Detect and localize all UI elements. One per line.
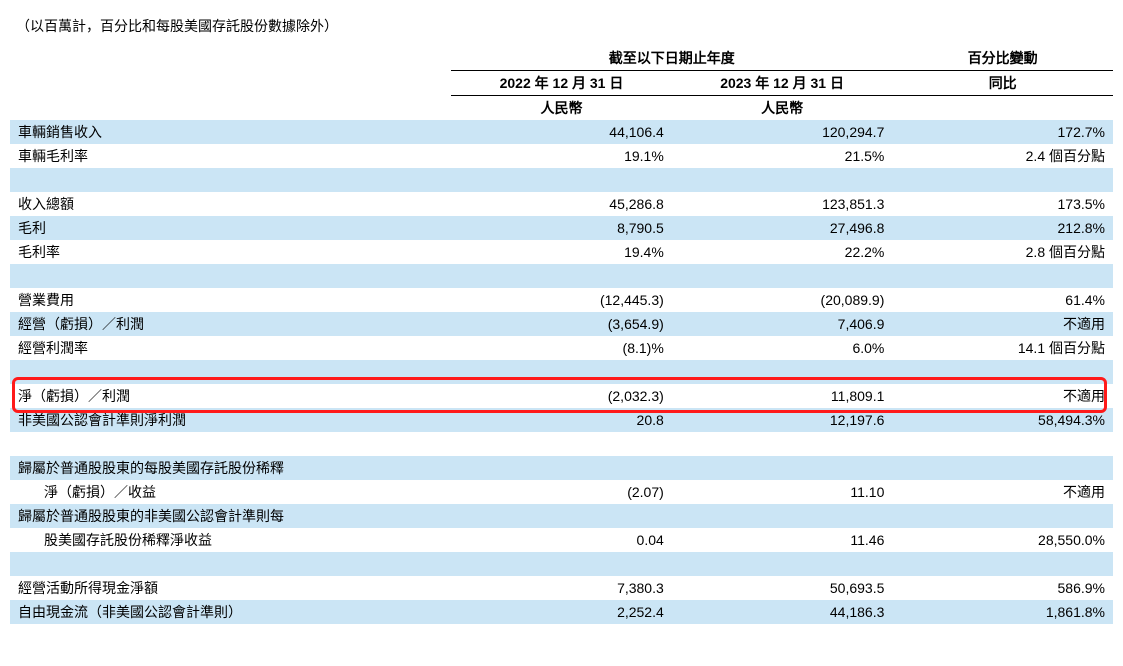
row-label: 淨（虧損）／收益 <box>10 480 451 504</box>
row-value: 14.1 個百分點 <box>892 336 1113 360</box>
period-header: 截至以下日期止年度 <box>451 46 892 71</box>
table-row: 淨（虧損）／收益 (2.07) 11.10 不適用 <box>10 480 1113 504</box>
row-value: 6.0% <box>672 336 893 360</box>
table-row: 車輛銷售收入 44,106.4 120,294.7 172.7% <box>10 120 1113 144</box>
row-value: 120,294.7 <box>672 120 893 144</box>
row-value: 1,861.8% <box>892 600 1113 624</box>
row-value: (3,654.9) <box>451 312 672 336</box>
spacer-row <box>10 432 1113 456</box>
col-2023-header: 2023 年 12 月 31 日 <box>672 71 893 96</box>
row-value: 11,809.1 <box>672 384 893 408</box>
table-row: 自由現金流（非美國公認會計準則） 2,252.4 44,186.3 1,861.… <box>10 600 1113 624</box>
row-value: 173.5% <box>892 192 1113 216</box>
row-value: 212.8% <box>892 216 1113 240</box>
row-value: 44,186.3 <box>672 600 893 624</box>
row-value: 28,550.0% <box>892 528 1113 552</box>
row-value: 19.4% <box>451 240 672 264</box>
row-label: 營業費用 <box>10 288 451 312</box>
row-value: (20,089.9) <box>672 288 893 312</box>
table-row: 股美國存託股份稀釋淨收益 0.04 11.46 28,550.0% <box>10 528 1113 552</box>
row-value: 12,197.6 <box>672 408 893 432</box>
row-label: 經營（虧損）／利潤 <box>10 312 451 336</box>
unit-note: （以百萬計，百分比和每股美國存託股份數據除外） <box>10 10 1113 46</box>
row-value: 20.8 <box>451 408 672 432</box>
spacer-row <box>10 168 1113 192</box>
col-yoy-header: 同比 <box>892 71 1113 96</box>
row-label: 車輛毛利率 <box>10 144 451 168</box>
row-label: 經營利潤率 <box>10 336 451 360</box>
row-label: 經營活動所得現金淨額 <box>10 576 451 600</box>
currency-2022: 人民幣 <box>451 96 672 121</box>
row-value: 586.9% <box>892 576 1113 600</box>
row-value: 172.7% <box>892 120 1113 144</box>
table-row: 車輛毛利率 19.1% 21.5% 2.4 個百分點 <box>10 144 1113 168</box>
row-value: 0.04 <box>451 528 672 552</box>
row-value: 21.5% <box>672 144 893 168</box>
row-value: 19.1% <box>451 144 672 168</box>
financial-table-wrap: 截至以下日期止年度 百分比變動 2022 年 12 月 31 日 2023 年 … <box>10 46 1113 624</box>
row-label: 非美國公認會計準則淨利潤 <box>10 408 451 432</box>
table-row-highlighted: 淨（虧損）／利潤 (2,032.3) 11,809.1 不適用 <box>10 384 1113 408</box>
table-row: 經營利潤率 (8.1)% 6.0% 14.1 個百分點 <box>10 336 1113 360</box>
row-label: 股美國存託股份稀釋淨收益 <box>10 528 451 552</box>
row-value: (12,445.3) <box>451 288 672 312</box>
spacer-row <box>10 552 1113 576</box>
row-value: 7,406.9 <box>672 312 893 336</box>
row-label: 毛利率 <box>10 240 451 264</box>
row-label: 車輛銷售收入 <box>10 120 451 144</box>
row-value: 不適用 <box>892 480 1113 504</box>
row-value: 2,252.4 <box>451 600 672 624</box>
row-value: (2.07) <box>451 480 672 504</box>
row-value: 58,494.3% <box>892 408 1113 432</box>
row-value: 50,693.5 <box>672 576 893 600</box>
row-value: 2.4 個百分點 <box>892 144 1113 168</box>
row-value: 11.46 <box>672 528 893 552</box>
spacer-row <box>10 360 1113 384</box>
table-row: 毛利率 19.4% 22.2% 2.8 個百分點 <box>10 240 1113 264</box>
table-row: 毛利 8,790.5 27,496.8 212.8% <box>10 216 1113 240</box>
currency-2023: 人民幣 <box>672 96 893 121</box>
table-row: 非美國公認會計準則淨利潤 20.8 12,197.6 58,494.3% <box>10 408 1113 432</box>
header-row-1: 截至以下日期止年度 百分比變動 <box>10 46 1113 71</box>
row-label: 自由現金流（非美國公認會計準則） <box>10 600 451 624</box>
row-value: 123,851.3 <box>672 192 893 216</box>
table-row: 歸屬於普通股股東的每股美國存託股份稀釋 <box>10 456 1113 480</box>
row-value: 45,286.8 <box>451 192 672 216</box>
row-value: (8.1)% <box>451 336 672 360</box>
row-value: 61.4% <box>892 288 1113 312</box>
row-value: 44,106.4 <box>451 120 672 144</box>
row-value: 2.8 個百分點 <box>892 240 1113 264</box>
row-value: (2,032.3) <box>451 384 672 408</box>
header-row-2: 2022 年 12 月 31 日 2023 年 12 月 31 日 同比 <box>10 71 1113 96</box>
header-row-3: 人民幣 人民幣 <box>10 96 1113 121</box>
financial-table: 截至以下日期止年度 百分比變動 2022 年 12 月 31 日 2023 年 … <box>10 46 1113 624</box>
row-value: 8,790.5 <box>451 216 672 240</box>
table-row: 經營活動所得現金淨額 7,380.3 50,693.5 586.9% <box>10 576 1113 600</box>
row-value: 11.10 <box>672 480 893 504</box>
table-row: 收入總額 45,286.8 123,851.3 173.5% <box>10 192 1113 216</box>
pct-change-header: 百分比變動 <box>892 46 1113 71</box>
row-label: 歸屬於普通股股東的非美國公認會計準則每 <box>10 504 451 528</box>
row-label: 歸屬於普通股股東的每股美國存託股份稀釋 <box>10 456 451 480</box>
row-label: 收入總額 <box>10 192 451 216</box>
spacer-row <box>10 264 1113 288</box>
table-row: 營業費用 (12,445.3) (20,089.9) 61.4% <box>10 288 1113 312</box>
row-label: 淨（虧損）／利潤 <box>10 384 451 408</box>
col-2022-header: 2022 年 12 月 31 日 <box>451 71 672 96</box>
table-row: 經營（虧損）／利潤 (3,654.9) 7,406.9 不適用 <box>10 312 1113 336</box>
row-value: 7,380.3 <box>451 576 672 600</box>
table-row: 歸屬於普通股股東的非美國公認會計準則每 <box>10 504 1113 528</box>
row-value: 27,496.8 <box>672 216 893 240</box>
row-label: 毛利 <box>10 216 451 240</box>
row-value: 不適用 <box>892 312 1113 336</box>
row-value: 22.2% <box>672 240 893 264</box>
row-value: 不適用 <box>892 384 1113 408</box>
